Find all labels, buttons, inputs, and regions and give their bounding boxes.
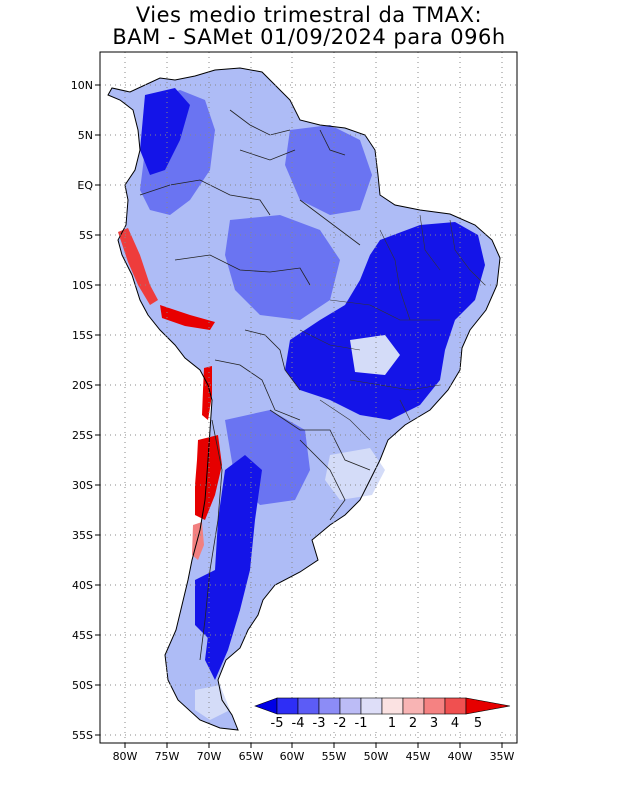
lon-label-60w: 60W: [280, 750, 305, 763]
lat-label-30s: 30S: [72, 479, 93, 492]
colorbar-label: 2: [409, 716, 417, 731]
tick-marks: [95, 84, 503, 748]
lat-label-10s: 10S: [72, 279, 93, 292]
colorbar-label: -2: [334, 716, 347, 731]
light-patch-center: [350, 335, 400, 375]
longitude-labels: 80W 75W 70W 65W 60W 55W 50W 45W 40W 35W: [113, 750, 515, 763]
state-borders: [299, 214, 486, 441]
colorbar-label: 4: [451, 716, 459, 731]
cold-patch-central: [225, 215, 340, 320]
map-title-line1: Vies medio trimestral da TMAX:: [135, 3, 483, 27]
colorbar-arrow-right: [465, 697, 511, 715]
lat-label-50s: 50S: [72, 679, 93, 692]
country-borders: [139, 109, 371, 661]
colorbar-swatch: [318, 697, 341, 715]
cold-patch-north: [285, 125, 372, 215]
lon-label-45w: 45W: [406, 750, 431, 763]
colorbar-label: 3: [430, 716, 438, 731]
colorbar-label: -4: [292, 716, 305, 731]
light-patch-south: [325, 448, 385, 500]
lat-label-10n: 10N: [71, 79, 93, 92]
lat-label-55s: 55S: [72, 729, 93, 742]
colorbar-swatch: [423, 697, 446, 715]
lon-label-65w: 65W: [239, 750, 264, 763]
colorbar-label: -5: [271, 716, 284, 731]
lat-label-35s: 35S: [72, 529, 93, 542]
lon-label-80w: 80W: [113, 750, 138, 763]
colorbar-swatch: [444, 697, 467, 715]
lat-label-15s: 15S: [72, 329, 93, 342]
warm-bias-peru-coast: [118, 228, 158, 305]
lat-label-5n: 5N: [78, 129, 93, 142]
latitude-labels: 10N 5N EQ 5S 10S 15S 20S 25S 30S 35S 40S…: [71, 79, 94, 742]
cold-core-northwest: [140, 88, 190, 175]
lon-label-40w: 40W: [448, 750, 473, 763]
map-frame: [99, 51, 518, 744]
colorbar-label: -3: [313, 716, 326, 731]
cold-core-patagonia: [195, 570, 240, 640]
colorbar-swatch: [339, 697, 362, 715]
colorbar-swatch: [360, 697, 383, 715]
colorbar: -5 -4 -3 -2 -1 1 2 3 4 5: [254, 697, 515, 731]
lon-label-50w: 50W: [364, 750, 389, 763]
lat-label-eq: EQ: [77, 179, 93, 192]
warm-bias-andes-central: [160, 305, 215, 330]
lat-label-45s: 45S: [72, 629, 93, 642]
lat-label-5s: 5S: [79, 229, 93, 242]
bias-field: [108, 68, 500, 730]
warm-bias-atacama: [202, 366, 212, 420]
lon-label-75w: 75W: [155, 750, 180, 763]
colorbar-swatch: [402, 697, 425, 715]
colorbar-label: 1: [388, 716, 396, 731]
colorbar-swatch: [297, 697, 320, 715]
lon-label-70w: 70W: [197, 750, 222, 763]
coastline: [107, 67, 501, 731]
map-grid: [100, 52, 517, 743]
lat-label-20s: 20S: [72, 379, 93, 392]
map-title-line2: BAM - SAMet 01/09/2024 para 096h: [112, 25, 506, 49]
colorbar-label: -1: [355, 716, 368, 731]
lon-label-55w: 55W: [322, 750, 347, 763]
colorbar-swatch: [276, 697, 299, 715]
lon-label-35w: 35W: [490, 750, 515, 763]
lat-label-40s: 40S: [72, 579, 93, 592]
colorbar-label: 5: [474, 716, 482, 731]
cold-core-brazil: [285, 222, 485, 420]
lat-label-25s: 25S: [72, 429, 93, 442]
colorbar-swatch: [381, 697, 404, 715]
